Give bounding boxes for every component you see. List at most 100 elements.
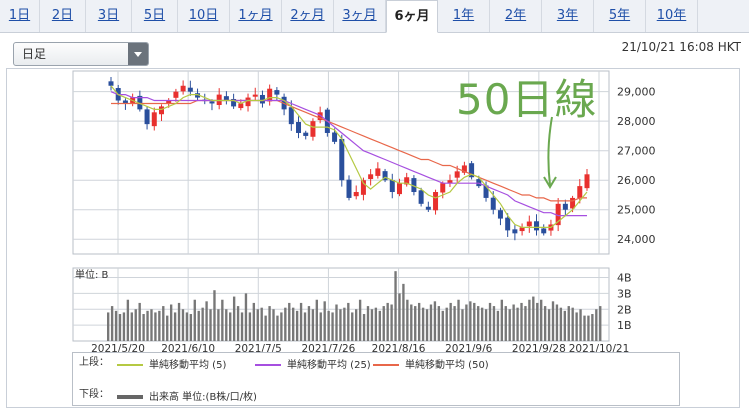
volume-bar <box>225 309 228 341</box>
ma50-line-swatch <box>373 364 399 366</box>
volume-bar <box>504 306 507 341</box>
legend-volume: 出来高 単位:(B株/口/枚) <box>117 388 257 403</box>
legend-volume-label: 出来高 単位:(B株/口/枚) <box>149 392 257 403</box>
volume-bar <box>260 307 263 341</box>
chart-legend: 上段： 単純移動平均 (5) 単純移動平均 (25) 単純移動平均 (50) 下… <box>72 352 680 406</box>
candle-body <box>433 192 439 211</box>
candle-body <box>209 101 215 104</box>
volume-bar <box>453 306 456 341</box>
candle-body <box>577 186 583 199</box>
tab-12[interactable]: 5年 <box>594 0 646 32</box>
volume-bar <box>284 307 287 341</box>
volume-bar <box>488 302 492 341</box>
tab-5[interactable]: 1ヶ月 <box>230 0 282 32</box>
volume-bar <box>410 304 413 341</box>
volume-bar <box>433 301 437 341</box>
volume-bar <box>406 299 409 341</box>
volume-bar <box>414 306 417 341</box>
tab-1[interactable]: 2日 <box>40 0 86 32</box>
volume-bar <box>162 306 165 341</box>
candle-body <box>461 165 467 173</box>
volume-bar <box>288 302 291 341</box>
tab-8[interactable]: 6ヶ月 <box>386 0 438 33</box>
volume-bar <box>587 315 590 341</box>
candle-body <box>512 229 518 234</box>
volume-bar <box>134 309 137 341</box>
volume-bar <box>429 304 433 341</box>
candle-body <box>252 94 258 97</box>
volume-bar <box>229 312 232 341</box>
tab-0[interactable]: 1日 <box>0 0 40 32</box>
period-tabs: 1日 2日 3日 5日 10日 1ヶ月 2ヶ月 3ヶ月 6ヶ月 1年 2年 3年 5年 10年 <box>0 0 749 33</box>
candle-body <box>303 132 309 136</box>
candle-body <box>144 109 150 125</box>
tab-13[interactable]: 10年 <box>646 0 698 32</box>
legend-ma25: 単純移動平均 (25) <box>255 356 371 371</box>
interval-select[interactable]: 日足 <box>13 42 149 66</box>
volume-bar <box>595 309 598 341</box>
tab-11[interactable]: 3年 <box>542 0 594 32</box>
chart-panel: 29,000 28,000 27,000 26,000 25,000 24,000 2021… <box>6 68 740 408</box>
volume-bar <box>158 310 161 341</box>
candle-body <box>245 97 251 107</box>
volume-bar <box>402 283 405 341</box>
candle-body <box>404 177 410 185</box>
volume-bar <box>516 307 519 341</box>
chevron-down-icon <box>128 43 148 65</box>
timestamp: 21/10/21 16:08 HKT <box>621 40 741 54</box>
candle-body <box>483 185 489 198</box>
candle-body <box>454 171 460 178</box>
volume-bar <box>339 309 342 341</box>
volume-bar <box>425 309 429 341</box>
volume-bar <box>398 293 401 341</box>
tab-6[interactable]: 2ヶ月 <box>282 0 334 32</box>
candle-body <box>195 93 201 98</box>
candle-body <box>353 192 359 197</box>
ma5-line <box>110 85 588 228</box>
candle-body <box>519 227 525 232</box>
legend-ma50: 単純移動平均 (50) <box>373 356 489 371</box>
candle-body <box>562 203 568 210</box>
volume-tick-label: 1B <box>617 319 632 332</box>
candle-body <box>490 197 496 210</box>
tab-3[interactable]: 5日 <box>132 0 178 32</box>
candle-body <box>238 103 244 109</box>
price-tick-label: 24,000 <box>617 233 656 246</box>
candle-body <box>555 203 561 226</box>
volume-bar <box>197 310 200 341</box>
volume-bar <box>599 306 602 341</box>
volume-bar <box>331 312 334 341</box>
volume-bar <box>217 309 220 341</box>
volume-bar <box>567 306 570 341</box>
volume-bar <box>484 309 488 341</box>
legend-ma5: 単純移動平均 (5) <box>117 356 226 371</box>
volume-bar <box>110 306 114 341</box>
volume-bar <box>528 299 531 341</box>
candle-body <box>296 122 302 133</box>
volume-bar <box>579 309 582 341</box>
volume-bar <box>445 307 448 341</box>
volume-bar <box>480 307 484 341</box>
volume-bar <box>185 312 189 341</box>
tab-7[interactable]: 3ヶ月 <box>334 0 386 32</box>
volume-bar <box>252 302 256 341</box>
candle-body <box>310 121 316 137</box>
volume-bar <box>268 306 271 341</box>
volume-bar <box>583 315 586 341</box>
volume-bar <box>173 312 177 341</box>
volume-bar <box>315 299 318 341</box>
tab-10[interactable]: 2年 <box>490 0 542 32</box>
volume-bar <box>461 309 464 341</box>
volume-bar <box>248 312 252 341</box>
tab-2[interactable]: 3日 <box>86 0 132 32</box>
volume-bar <box>130 312 133 341</box>
candle-body <box>497 210 503 219</box>
legend-upper-row: 上段： <box>79 356 113 370</box>
volume-bar <box>181 309 185 341</box>
tab-4[interactable]: 10日 <box>178 0 230 32</box>
volume-bar <box>382 306 385 341</box>
tab-9[interactable]: 1年 <box>438 0 490 32</box>
candle-body <box>288 107 294 125</box>
volume-bar <box>355 309 358 341</box>
chart-canvas: 29,00028,00027,00026,00025,00024,0002021… <box>72 70 656 355</box>
